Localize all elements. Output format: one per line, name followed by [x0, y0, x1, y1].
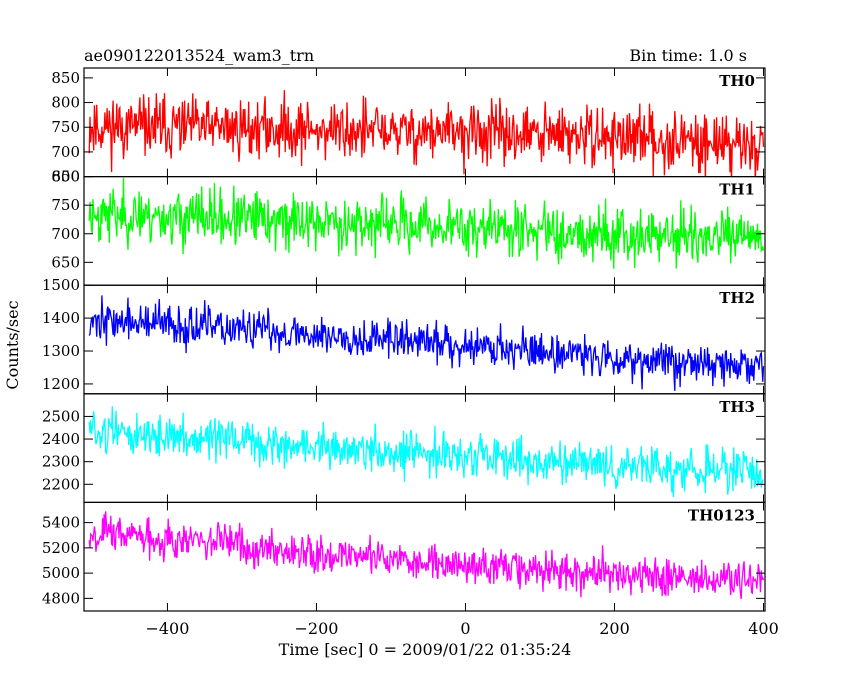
y-tick-label: 5200 — [42, 539, 80, 557]
y-tick-label: 5000 — [42, 564, 80, 582]
series-label-th0123: TH0123 — [688, 506, 755, 524]
x-tick-label: 200 — [599, 619, 630, 638]
y-tick-label: 1200 — [42, 375, 80, 393]
y-tick-label: 700 — [51, 143, 80, 161]
series-line-th2 — [88, 295, 765, 391]
y-tick-label: 2200 — [42, 475, 80, 493]
chart-title-left: ae090122013524_wam3_trn — [84, 46, 314, 65]
x-tick-label: −400 — [145, 619, 189, 638]
y-tick-label: 800 — [51, 168, 80, 186]
y-tick-label: 850 — [51, 69, 80, 87]
y-tick-label: 2400 — [42, 430, 80, 448]
y-tick-label: 800 — [51, 94, 80, 112]
y-tick-label: 1400 — [42, 309, 80, 327]
y-tick-label: 5400 — [42, 514, 80, 532]
y-axis-label: Counts/sec — [3, 300, 22, 389]
chart-title-right: Bin time: 1.0 s — [629, 46, 747, 65]
series-line-th0123 — [88, 511, 765, 600]
series-line-th0 — [88, 90, 765, 177]
y-tick-label: 750 — [51, 196, 80, 214]
y-tick-label: 650 — [51, 168, 80, 186]
y-tick-label: 1500 — [42, 276, 80, 294]
series-label-th1: TH1 — [719, 181, 755, 199]
y-tick-label: 1300 — [42, 342, 80, 360]
series-label-th2: TH2 — [719, 289, 755, 307]
x-tick-label: 0 — [460, 619, 470, 638]
y-tick-label: 4800 — [42, 589, 80, 607]
series-label-th3: TH3 — [719, 398, 755, 416]
panel-frame — [83, 501, 766, 612]
series-label-th0: TH0 — [719, 72, 755, 90]
series-line-th3 — [88, 406, 764, 498]
x-axis-label: Time [sec] 0 = 2009/01/22 01:35:24 — [279, 640, 572, 659]
y-tick-label: 2300 — [42, 453, 80, 471]
y-tick-label: 700 — [51, 225, 80, 243]
x-tick-label: 400 — [748, 619, 779, 638]
panels-group: 650 700 750 800 850 TH0 650 700 750 800 TH1 1200 130… — [42, 67, 779, 638]
x-tick-label: −200 — [294, 619, 338, 638]
y-tick-label: 750 — [51, 118, 80, 136]
y-tick-label: 2500 — [42, 407, 80, 425]
series-line-th1 — [88, 177, 765, 269]
y-tick-label: 650 — [51, 253, 80, 271]
